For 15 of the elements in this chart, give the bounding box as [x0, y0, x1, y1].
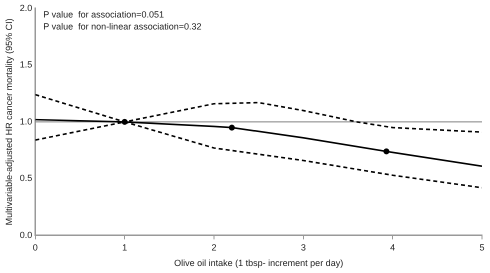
- annotation: P value for association=0.051: [43, 9, 164, 20]
- x-tick-label: 4: [390, 242, 396, 252]
- x-tick-label: 3: [300, 242, 306, 252]
- x-tick-label: 1: [122, 242, 128, 252]
- x-axis-title: Olive oil intake (1 tbsp- increment per day): [174, 258, 344, 268]
- y-axis-title: Multivariable-adjusted HR cancer mortality (95% CI): [4, 18, 14, 226]
- y-tick-label: 0.0: [20, 230, 32, 240]
- y-tick-label: 0.5: [20, 173, 32, 184]
- x-tick-label: 2: [211, 242, 216, 252]
- annotation: P value for non-linear association=0.32: [43, 21, 202, 32]
- x-tick-label: 0: [32, 242, 38, 252]
- y-tick-label: 1.5: [20, 60, 32, 70]
- x-tick-label: 5: [479, 242, 485, 252]
- y-tick-label: 2.0: [20, 2, 32, 13]
- y-tick-label: 1.0: [20, 116, 32, 126]
